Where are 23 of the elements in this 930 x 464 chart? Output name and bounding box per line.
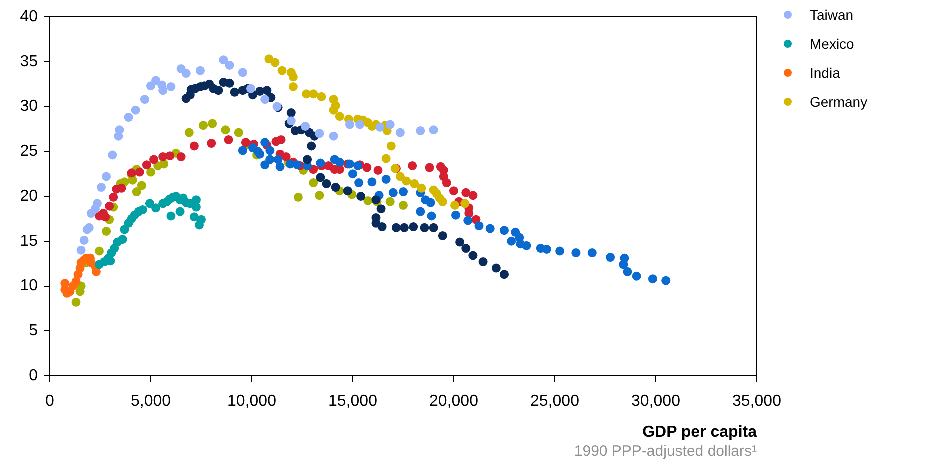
legend-label: Mexico [810,36,854,52]
x-tick-label: 30,000 [632,393,681,410]
y-tick-label: 25 [20,143,38,160]
y-tick-label: 40 [20,8,38,26]
y-tick-label: 5 [29,322,38,340]
legend-label: India [810,64,840,80]
x-tick-label: 25,000 [530,393,580,410]
x-tick-label: 20,000 [430,393,479,410]
y-tick-label: 0 [29,367,38,384]
y-tick-label: 35 [20,53,38,70]
x-axis-title: GDP per capita [642,424,757,442]
x-tick-label: 35,000 [732,393,782,410]
x-tick-label: 0 [46,393,55,410]
y-tick-label: 20 [20,188,38,205]
x-tick-label: 10,000 [228,393,277,410]
x-tick-label: 15,000 [328,393,378,410]
legend-label: Taiwan [810,6,854,22]
y-tick-label: 30 [20,98,38,116]
x-tick-label: 5,000 [130,393,172,410]
legend-label: Germany [810,94,868,110]
y-tick-label: 10 [20,278,38,295]
text: 1990 PPP-adjusted dollars¹ [574,443,757,460]
y-tick-label: 15 [20,232,38,250]
